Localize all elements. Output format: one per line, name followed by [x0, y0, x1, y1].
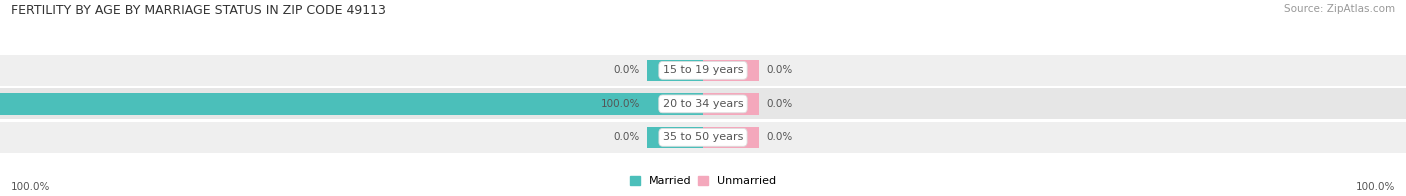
Text: 0.0%: 0.0% — [766, 99, 793, 109]
Bar — [0, 93, 703, 115]
Text: 15 to 19 years: 15 to 19 years — [662, 65, 744, 75]
Text: 100.0%: 100.0% — [600, 99, 640, 109]
Text: 0.0%: 0.0% — [766, 65, 793, 75]
Legend: Married, Unmarried: Married, Unmarried — [626, 171, 780, 191]
Text: 100.0%: 100.0% — [11, 182, 51, 192]
Bar — [703, 127, 759, 148]
Text: FERTILITY BY AGE BY MARRIAGE STATUS IN ZIP CODE 49113: FERTILITY BY AGE BY MARRIAGE STATUS IN Z… — [11, 4, 387, 17]
Text: 100.0%: 100.0% — [1355, 182, 1395, 192]
Text: Source: ZipAtlas.com: Source: ZipAtlas.com — [1284, 4, 1395, 14]
Text: 0.0%: 0.0% — [613, 132, 640, 142]
Text: 0.0%: 0.0% — [766, 132, 793, 142]
Bar — [703, 93, 759, 115]
Text: 35 to 50 years: 35 to 50 years — [662, 132, 744, 142]
Text: 0.0%: 0.0% — [613, 65, 640, 75]
Bar — [647, 60, 703, 81]
Bar — [647, 127, 703, 148]
Bar — [703, 60, 759, 81]
Text: 20 to 34 years: 20 to 34 years — [662, 99, 744, 109]
